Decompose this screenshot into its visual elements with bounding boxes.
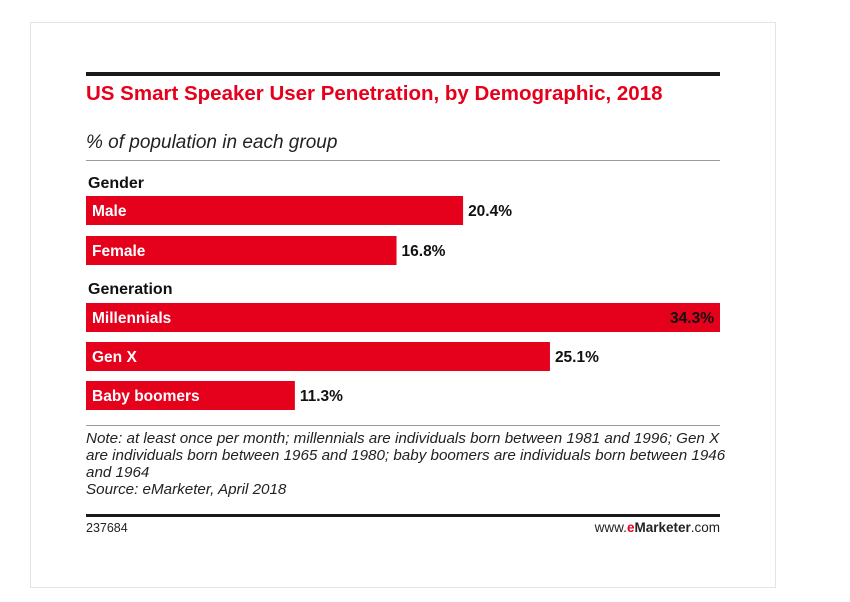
brand-main: Marketer bbox=[634, 520, 691, 535]
category-label-male: Male bbox=[92, 203, 127, 220]
bar-female bbox=[86, 236, 397, 265]
brand-e: e bbox=[626, 520, 635, 535]
category-label-baby-boomers: Baby boomers bbox=[92, 388, 200, 405]
value-label-female: 16.8% bbox=[402, 243, 446, 260]
value-label-male: 20.4% bbox=[468, 203, 512, 220]
note-divider bbox=[86, 425, 720, 426]
chart-note: Note: at least once per month; millennia… bbox=[86, 430, 726, 481]
value-label-gen-x: 25.1% bbox=[555, 349, 599, 366]
brand-suffix: .com bbox=[690, 520, 720, 535]
bar-male bbox=[86, 196, 464, 225]
header-divider bbox=[86, 160, 720, 161]
group-label-gender: Gender bbox=[88, 175, 145, 192]
category-label-millennials: Millennials bbox=[92, 310, 171, 327]
bar-gen-x bbox=[86, 342, 550, 371]
brand-logo[interactable]: www.eMarketer.com bbox=[560, 520, 720, 535]
chart-id: 237684 bbox=[86, 521, 128, 535]
value-label-baby-boomers: 11.3% bbox=[300, 388, 343, 405]
category-label-female: Female bbox=[92, 243, 146, 260]
value-label-millennials: 34.3% bbox=[670, 310, 714, 327]
chart-title: US Smart Speaker User Penetration, by De… bbox=[86, 82, 663, 105]
chart-subtitle: % of population in each group bbox=[86, 132, 338, 153]
bar-millennials bbox=[86, 303, 720, 332]
chart-source: Source: eMarketer, April 2018 bbox=[86, 481, 287, 498]
bar-baby-boomers bbox=[86, 381, 295, 410]
category-label-gen-x: Gen X bbox=[92, 349, 137, 366]
brand-prefix: www. bbox=[594, 520, 627, 535]
group-label-generation: Generation bbox=[88, 281, 173, 298]
top-rule bbox=[86, 72, 720, 76]
bottom-rule bbox=[86, 514, 720, 517]
